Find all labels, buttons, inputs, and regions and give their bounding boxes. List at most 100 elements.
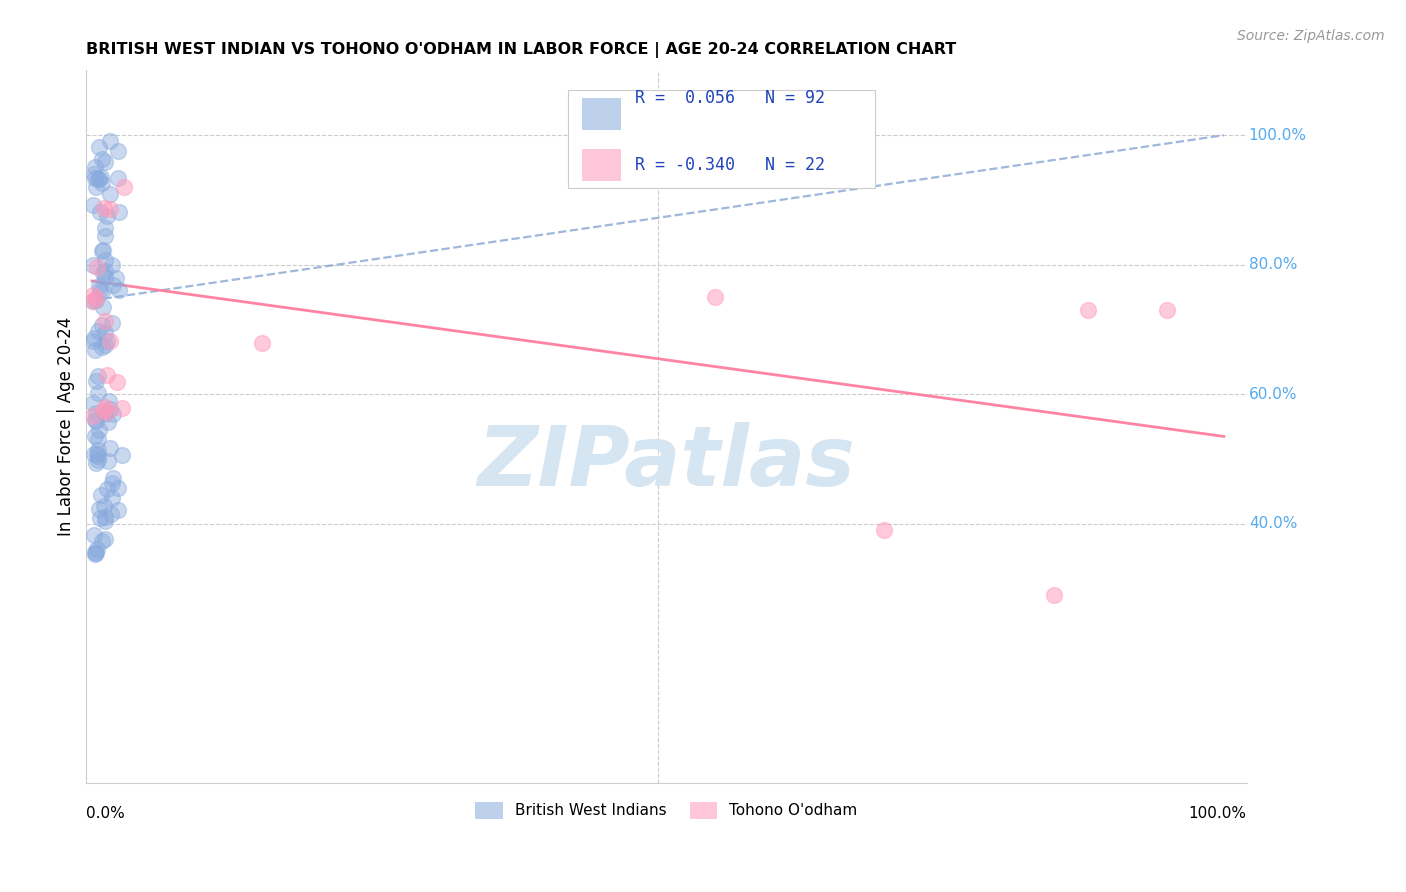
Point <box>83 331 105 345</box>
Point <box>107 503 129 517</box>
Point <box>91 244 114 258</box>
Point <box>84 414 107 428</box>
Point <box>96 405 118 419</box>
Point <box>94 337 117 351</box>
Point <box>91 176 114 190</box>
Point <box>83 429 105 443</box>
Point <box>84 374 107 388</box>
Bar <box>582 98 621 130</box>
Point <box>83 413 105 427</box>
Point <box>87 449 110 463</box>
Point <box>84 546 107 560</box>
Point <box>82 293 104 308</box>
Point <box>82 258 104 272</box>
Point <box>83 527 105 541</box>
Point <box>86 171 108 186</box>
Text: 100.0%: 100.0% <box>1188 805 1247 821</box>
Point <box>98 134 121 148</box>
Point <box>91 301 114 315</box>
Point <box>84 293 107 307</box>
Point <box>82 334 104 348</box>
Point <box>87 279 110 293</box>
Point <box>94 154 117 169</box>
Point <box>87 423 110 437</box>
Point <box>97 454 120 468</box>
Text: 40.0%: 40.0% <box>1249 516 1298 532</box>
Point <box>98 334 121 349</box>
Text: R = -0.340   N = 22: R = -0.340 N = 22 <box>636 156 825 174</box>
Point <box>93 499 115 513</box>
Point <box>112 179 135 194</box>
Point <box>98 394 121 409</box>
Point <box>1156 303 1178 318</box>
Point <box>98 202 121 216</box>
Point <box>93 266 115 280</box>
Point <box>89 511 111 525</box>
Point <box>94 228 117 243</box>
Point <box>101 471 124 485</box>
Point <box>98 402 121 417</box>
Text: R =  0.056   N = 92: R = 0.056 N = 92 <box>636 89 825 107</box>
Text: 60.0%: 60.0% <box>1249 387 1298 401</box>
Point <box>86 432 108 446</box>
Text: ZIPatlas: ZIPatlas <box>478 422 855 503</box>
Point <box>101 491 124 506</box>
Point <box>82 396 104 410</box>
Point <box>82 288 104 302</box>
Point <box>703 290 725 304</box>
Point <box>86 447 108 461</box>
Point <box>86 324 108 338</box>
Point <box>83 343 105 358</box>
Point <box>84 545 107 559</box>
Point <box>98 186 121 201</box>
Point <box>111 401 134 416</box>
Point <box>94 401 117 415</box>
Point <box>93 269 115 284</box>
Point <box>105 376 128 390</box>
Point <box>100 507 122 521</box>
Point <box>82 197 104 211</box>
Point <box>108 204 131 219</box>
Text: 80.0%: 80.0% <box>1249 257 1298 272</box>
Text: BRITISH WEST INDIAN VS TOHONO O'ODHAM IN LABOR FORCE | AGE 20-24 CORRELATION CHA: BRITISH WEST INDIAN VS TOHONO O'ODHAM IN… <box>86 42 956 58</box>
Point <box>90 488 112 502</box>
Point <box>96 368 118 383</box>
Point <box>101 316 124 330</box>
Point <box>873 524 896 538</box>
Point <box>1077 303 1099 318</box>
Point <box>87 443 110 458</box>
Point <box>101 277 124 292</box>
Point <box>93 264 115 278</box>
Legend: British West Indians, Tohono O'odham: British West Indians, Tohono O'odham <box>470 796 863 825</box>
Point <box>93 403 115 417</box>
Point <box>96 334 118 349</box>
Point <box>84 547 107 561</box>
Point <box>89 172 111 186</box>
Point <box>89 205 111 219</box>
Point <box>96 209 118 223</box>
Point <box>87 453 110 467</box>
Point <box>100 475 122 490</box>
Text: 100.0%: 100.0% <box>1249 128 1306 143</box>
Bar <box>582 149 621 181</box>
Point <box>86 542 108 557</box>
Point <box>107 481 129 495</box>
Point <box>94 313 117 327</box>
Point <box>93 253 115 268</box>
Point <box>86 386 108 401</box>
Y-axis label: In Labor Force | Age 20-24: In Labor Force | Age 20-24 <box>58 318 75 536</box>
Point <box>96 482 118 496</box>
Point <box>111 449 134 463</box>
Point <box>101 407 124 421</box>
Point <box>91 243 114 257</box>
Point <box>90 340 112 354</box>
Point <box>91 533 114 548</box>
Point <box>90 170 112 185</box>
Point <box>94 532 117 546</box>
Point <box>97 416 120 430</box>
Point <box>84 406 107 420</box>
Point <box>250 335 273 350</box>
Point <box>87 369 110 384</box>
Point <box>91 318 114 333</box>
Point <box>89 283 111 297</box>
